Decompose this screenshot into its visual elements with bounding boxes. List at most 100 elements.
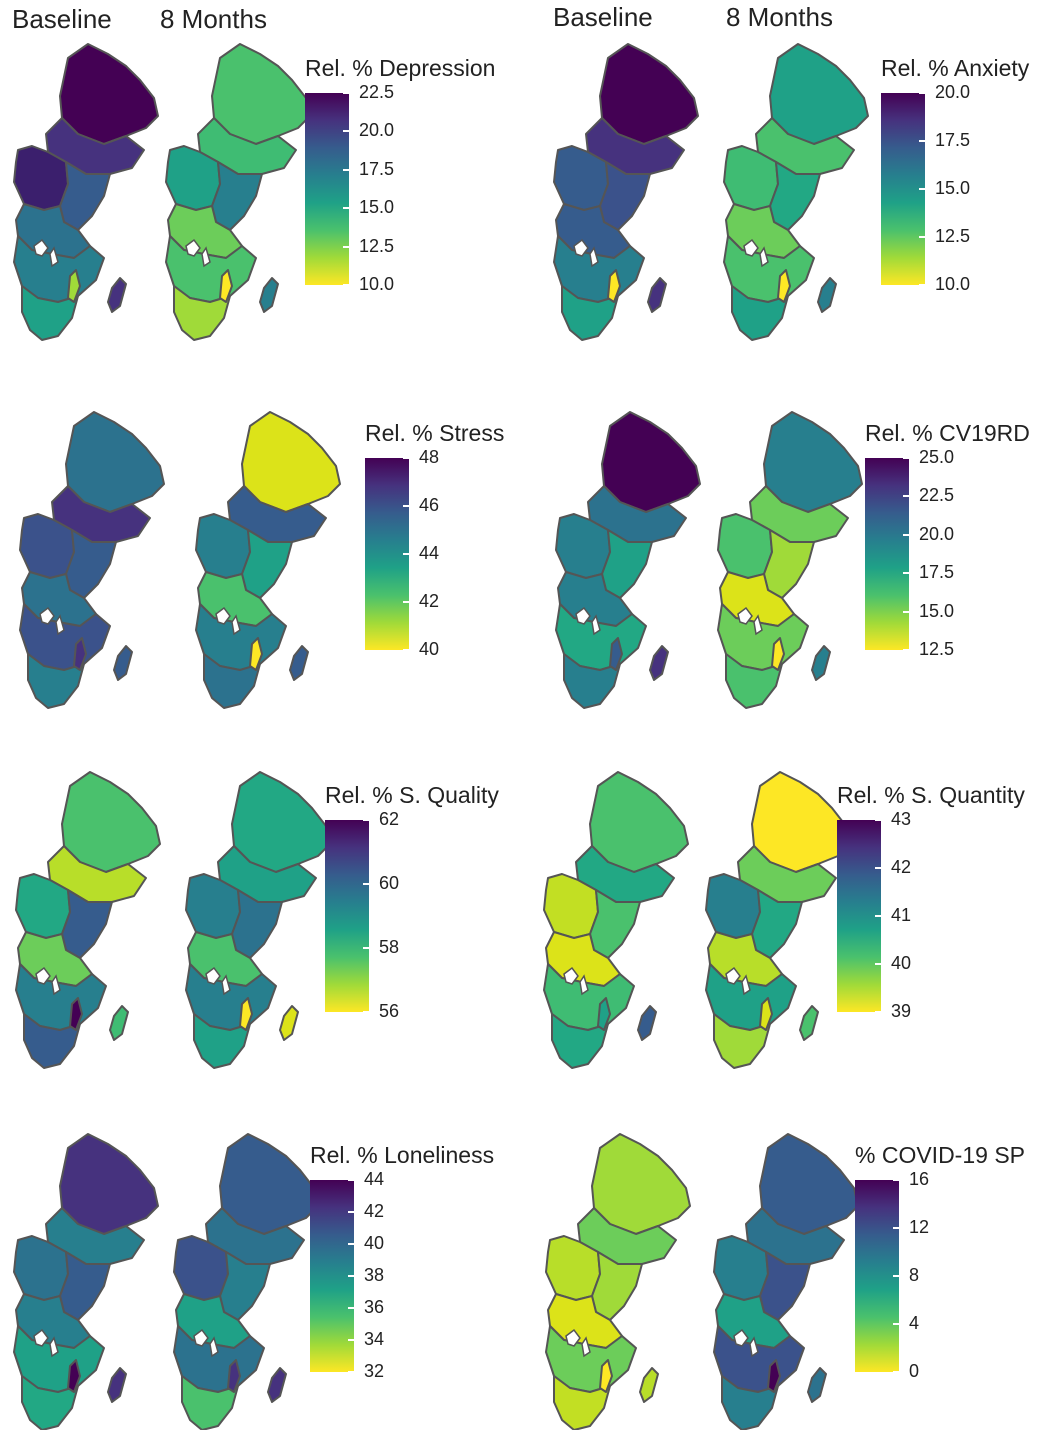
region-south2 — [181, 1375, 239, 1430]
right-baseline-header: Baseline — [553, 2, 653, 32]
legend-tick-mark — [875, 1011, 881, 1013]
legend-tick-label: 46 — [419, 495, 440, 515]
region-accent — [777, 269, 791, 303]
region-accent — [69, 997, 83, 1031]
region-south2 — [203, 653, 261, 709]
region-north — [61, 771, 161, 873]
region-mid — [751, 889, 803, 959]
months8-map-loneliness — [173, 1133, 319, 1430]
region-south2 — [563, 653, 621, 709]
legend-tick-label: 36 — [364, 1297, 385, 1317]
legend-title-stress: Rel. % Stress — [365, 420, 505, 446]
region-mid — [65, 529, 117, 599]
legend-tick-label: 15.0 — [359, 197, 395, 218]
region-island — [637, 1005, 657, 1041]
legend-tick-mark — [363, 883, 369, 885]
lake-icon — [215, 606, 241, 636]
region-upper — [227, 485, 327, 543]
legend-tick-label: 8 — [909, 1265, 920, 1285]
region-island — [279, 1005, 299, 1041]
legend-tick-label: 25.0 — [919, 447, 955, 467]
legend-tick-mark — [919, 92, 925, 94]
region-accent — [609, 637, 623, 671]
region-north — [231, 771, 331, 873]
region-south2 — [193, 1013, 251, 1069]
legend-tick-mark — [893, 1275, 899, 1277]
region-north — [599, 43, 699, 145]
region-mid — [759, 1251, 811, 1321]
legend-title-covidsp: % COVID-19 SP — [855, 1142, 1025, 1168]
legend-tick-mark — [875, 819, 881, 821]
legend-title-depression: Rel. % Depression — [305, 55, 496, 81]
legend-tick-mark — [919, 284, 925, 286]
legend-tick-label: 12.5 — [935, 226, 971, 246]
region-upper — [737, 845, 837, 903]
region-accent — [607, 269, 621, 303]
region-south2 — [551, 1013, 609, 1069]
baseline-map-depression — [13, 43, 159, 341]
legend-colorbar-covidsp — [855, 1180, 899, 1372]
legend-tick-mark — [403, 505, 409, 507]
legend-colorbar-anxiety — [881, 93, 925, 285]
region-mid — [211, 161, 263, 231]
legend-tick-mark — [348, 1275, 354, 1277]
lake-icon — [33, 1328, 59, 1358]
region-upper — [217, 845, 317, 903]
baseline-map-stress — [19, 411, 165, 709]
region-upper — [51, 485, 151, 543]
legend-tick-label: 56 — [379, 1001, 400, 1021]
legend-tick-mark — [348, 1339, 354, 1341]
region-accent — [767, 1359, 781, 1393]
legend-title-squality: Rel. % S. Quality — [325, 782, 499, 808]
legend-tick-mark — [363, 819, 369, 821]
region-island — [109, 1005, 129, 1041]
legend-title-squantity: Rel. % S. Quantity — [837, 782, 1025, 808]
legend-tick-mark — [348, 1371, 354, 1373]
legend-tick-label: 15.0 — [935, 178, 971, 198]
legend-tick-mark — [348, 1243, 354, 1245]
legend-title-loneliness: Rel. % Loneliness — [310, 1142, 495, 1168]
legend-tick-mark — [343, 92, 349, 94]
legend-tick-mark — [919, 236, 925, 238]
legend-tick-label: 44 — [364, 1169, 385, 1189]
region-mid — [231, 889, 283, 959]
region-upper — [45, 117, 145, 175]
legend-tick-label: 17.5 — [359, 158, 395, 179]
region-accent — [597, 997, 611, 1031]
legend-tick-label: 22.5 — [359, 82, 395, 102]
legend-tick-mark — [343, 245, 349, 248]
baseline-map-squality — [15, 771, 161, 1069]
legend-tick-mark — [403, 457, 409, 459]
region-island — [107, 277, 127, 313]
legend-colorbar-stress — [365, 458, 409, 650]
lake-icon — [737, 606, 763, 636]
legend-tick-label: 17.5 — [919, 562, 955, 583]
region-south2 — [173, 285, 231, 341]
legend-tick-label: 60 — [379, 873, 400, 893]
region-north — [763, 411, 863, 513]
region-accent — [759, 997, 773, 1031]
region-upper — [745, 1207, 845, 1265]
lake-icon — [565, 1328, 591, 1358]
lake-icon — [193, 1328, 219, 1358]
legend-tick-label: 20.0 — [359, 120, 395, 141]
region-island — [289, 645, 309, 681]
region-south2 — [21, 285, 79, 341]
legend-tick-label: 42 — [891, 857, 912, 877]
legend-tick-label: 10.0 — [359, 274, 395, 294]
legend-tick-label: 41 — [891, 905, 912, 925]
legend-tick-mark — [919, 140, 925, 142]
legend-tick-label: 20.0 — [935, 82, 971, 102]
legend-tick-mark — [875, 963, 881, 965]
lake-icon — [205, 966, 231, 996]
months8-map-squantity — [705, 771, 851, 1069]
legend-colorbar-loneliness — [310, 1180, 354, 1372]
region-north — [65, 411, 165, 513]
region-accent — [219, 269, 233, 303]
region-accent — [771, 637, 785, 671]
legend-tick-mark — [403, 553, 409, 555]
legend-tick-label: 40 — [419, 639, 440, 659]
region-mid — [241, 529, 293, 599]
months8-map-cv19rd — [717, 411, 863, 709]
region-south2 — [21, 1375, 79, 1430]
